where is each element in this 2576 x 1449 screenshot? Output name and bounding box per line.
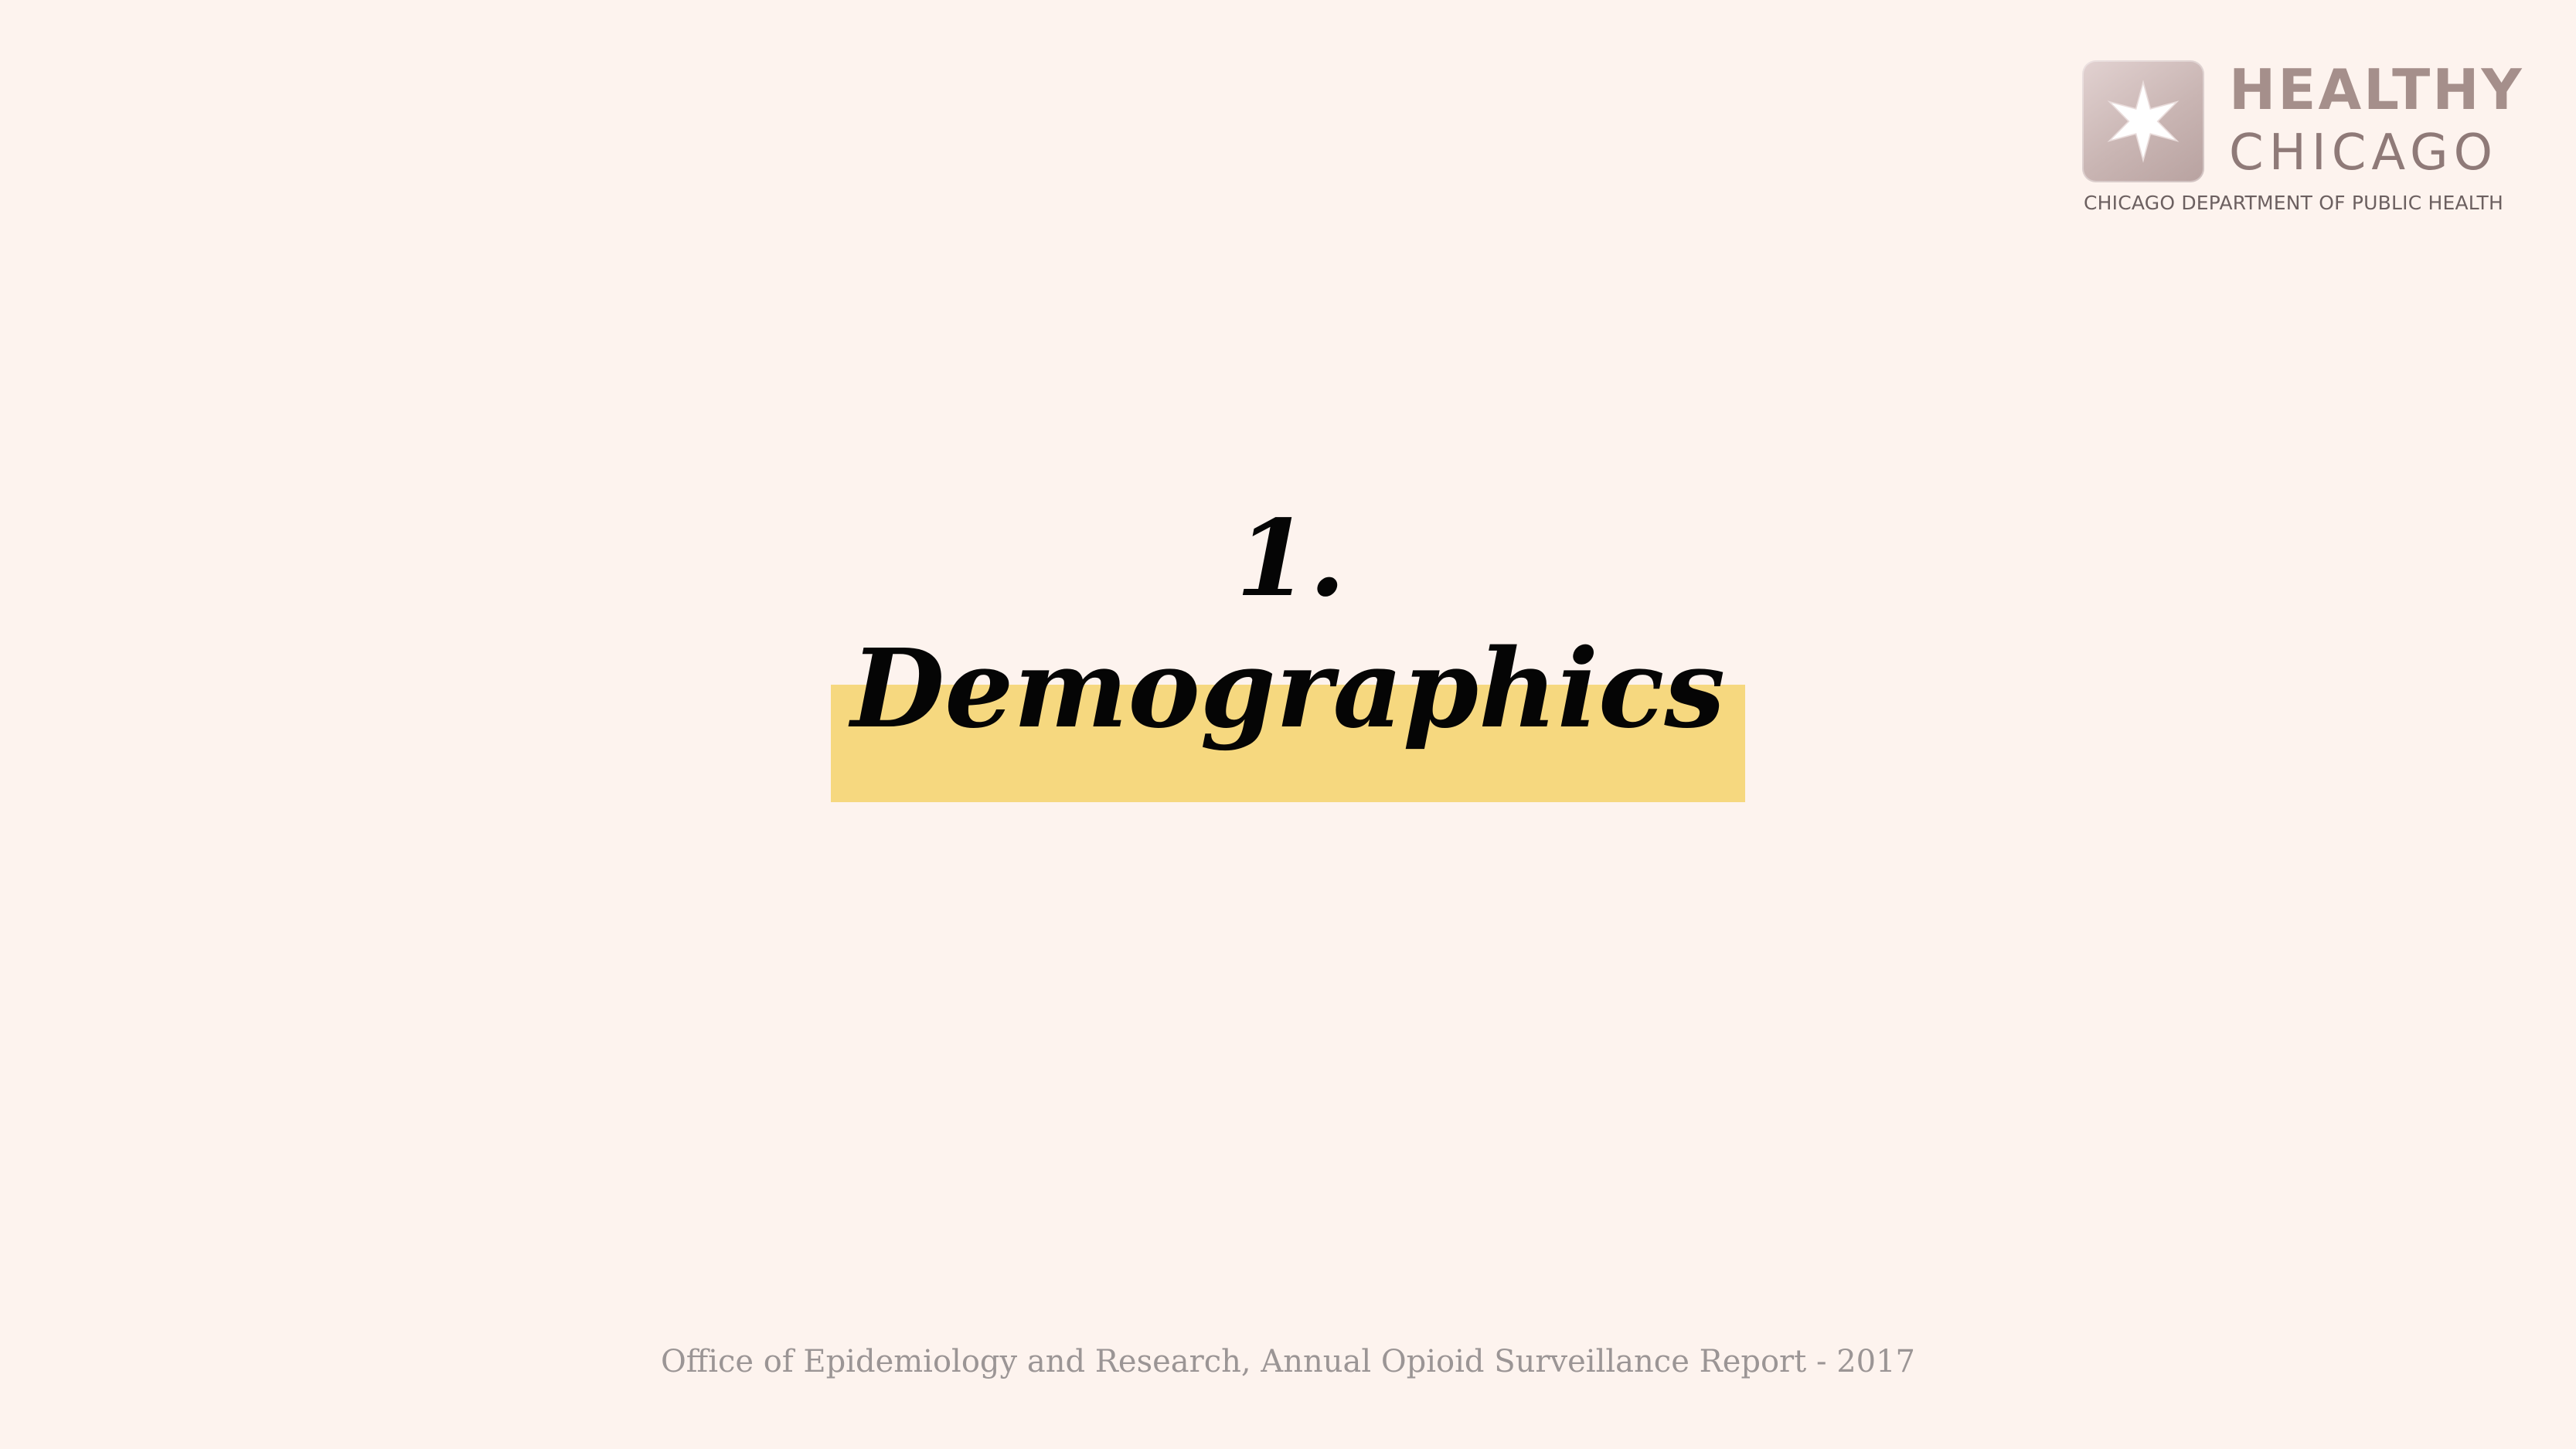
healthy-chicago-logo: HEALTHY CHICAGO CHICAGO DEPARTMENT OF PU… [2079,57,2535,219]
section-title: Demographics [850,626,1726,753]
logo-word-healthy: HEALTHY [2229,57,2524,122]
logo-subtitle: CHICAGO DEPARTMENT OF PUBLIC HEALTH [2084,192,2503,214]
star-icon [2107,80,2180,163]
section-number: 1. [1236,497,1346,621]
footer-text: Office of Epidemiology and Research, Ann… [660,1344,1915,1379]
title-highlight-bar [831,685,1745,802]
logo-tile [2082,60,2204,182]
logo-word-chicago: CHICAGO [2229,124,2498,182]
